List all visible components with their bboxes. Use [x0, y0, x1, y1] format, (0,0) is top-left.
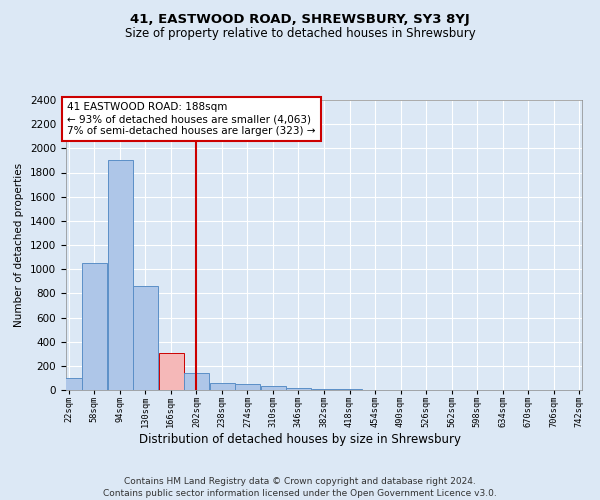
- Bar: [312, 389, 337, 390]
- Text: Contains public sector information licensed under the Open Government Licence v3: Contains public sector information licen…: [103, 489, 497, 498]
- Bar: [133, 286, 158, 390]
- Bar: [286, 388, 311, 390]
- Bar: [82, 263, 107, 390]
- Text: Contains HM Land Registry data © Crown copyright and database right 2024.: Contains HM Land Registry data © Crown c…: [124, 478, 476, 486]
- Text: 41, EASTWOOD ROAD, SHREWSBURY, SY3 8YJ: 41, EASTWOOD ROAD, SHREWSBURY, SY3 8YJ: [130, 12, 470, 26]
- Bar: [159, 352, 184, 390]
- Bar: [261, 386, 286, 390]
- Text: Distribution of detached houses by size in Shrewsbury: Distribution of detached houses by size …: [139, 432, 461, 446]
- Bar: [108, 160, 133, 390]
- Y-axis label: Number of detached properties: Number of detached properties: [14, 163, 25, 327]
- Text: Size of property relative to detached houses in Shrewsbury: Size of property relative to detached ho…: [125, 28, 475, 40]
- Bar: [184, 373, 209, 390]
- Bar: [57, 378, 82, 390]
- Bar: [210, 384, 235, 390]
- Text: 41 EASTWOOD ROAD: 188sqm
← 93% of detached houses are smaller (4,063)
7% of semi: 41 EASTWOOD ROAD: 188sqm ← 93% of detach…: [67, 102, 316, 136]
- Bar: [235, 384, 260, 390]
